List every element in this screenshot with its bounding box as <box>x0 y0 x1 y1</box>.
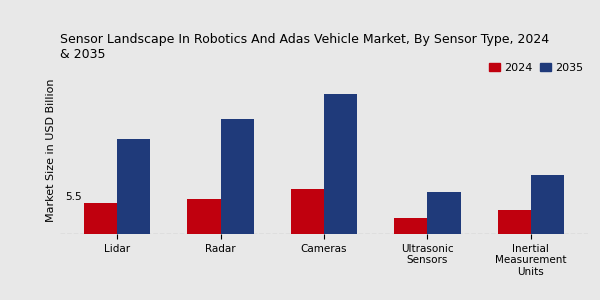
Y-axis label: Market Size in USD Billion: Market Size in USD Billion <box>46 78 56 222</box>
Legend: 2024, 2035: 2024, 2035 <box>485 58 588 77</box>
Bar <box>84 203 117 234</box>
Bar <box>427 192 461 234</box>
Bar <box>498 211 531 234</box>
Bar <box>187 199 221 234</box>
Bar <box>221 119 254 234</box>
Text: 5.5: 5.5 <box>65 191 82 202</box>
Text: Sensor Landscape In Robotics And Adas Vehicle Market, By Sensor Type, 2024
& 203: Sensor Landscape In Robotics And Adas Ve… <box>60 33 549 61</box>
Bar <box>324 94 357 234</box>
Bar <box>394 218 427 234</box>
Bar <box>291 189 324 234</box>
Bar <box>531 175 564 234</box>
Bar <box>117 139 150 234</box>
